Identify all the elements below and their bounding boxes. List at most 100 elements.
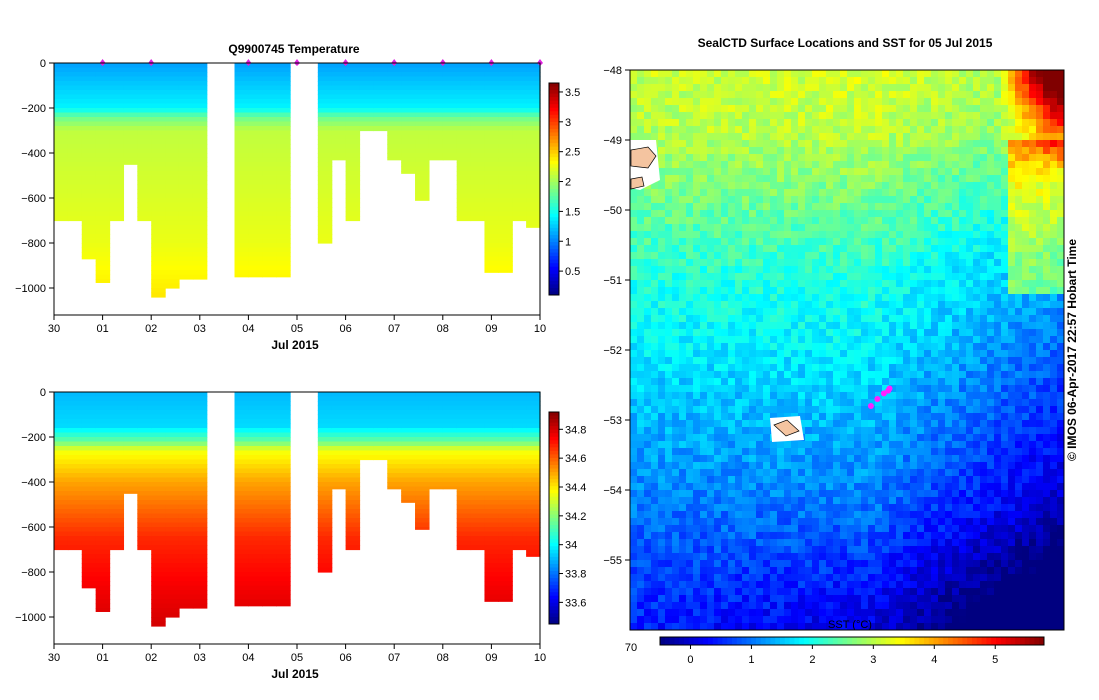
section-cell bbox=[165, 536, 180, 542]
section-cell bbox=[512, 193, 527, 199]
sst-cell bbox=[1022, 315, 1030, 323]
sst-cell bbox=[882, 252, 890, 260]
sst-cell bbox=[945, 147, 953, 155]
sst-cell bbox=[833, 161, 841, 169]
section-cell bbox=[178, 419, 194, 425]
sst-cell bbox=[693, 336, 701, 344]
sst-cell bbox=[980, 84, 988, 92]
section-cell bbox=[484, 144, 499, 150]
section-cell bbox=[165, 247, 180, 253]
section-cell bbox=[123, 76, 138, 82]
sst-cell bbox=[672, 259, 680, 267]
section-cell bbox=[498, 527, 513, 533]
section-cell bbox=[248, 464, 263, 470]
sst-cell bbox=[896, 98, 904, 106]
section-cell bbox=[165, 414, 180, 420]
sst-cell bbox=[1036, 175, 1044, 183]
sst-cell bbox=[966, 126, 974, 134]
sst-cell bbox=[875, 84, 883, 92]
sst-cell bbox=[805, 336, 813, 344]
sst-cell bbox=[1015, 224, 1023, 232]
section-cell bbox=[470, 531, 486, 537]
section-cell bbox=[165, 108, 180, 114]
section-cell bbox=[81, 121, 97, 127]
sst-cell bbox=[812, 231, 820, 239]
section-cell bbox=[67, 522, 83, 528]
sst-cell bbox=[819, 210, 827, 218]
sst-cell bbox=[868, 189, 876, 197]
section-cell bbox=[109, 396, 125, 402]
sst-cell bbox=[847, 147, 855, 155]
section-cell bbox=[192, 509, 208, 515]
sst-cell bbox=[798, 140, 806, 148]
section-cell bbox=[137, 130, 152, 136]
section-cell bbox=[428, 486, 444, 490]
section-cell bbox=[387, 72, 402, 78]
sst-cell bbox=[805, 154, 813, 162]
sst-cell bbox=[798, 168, 806, 176]
sst-cell bbox=[798, 294, 806, 302]
sst-cell bbox=[1029, 203, 1037, 211]
section-cell bbox=[67, 175, 83, 181]
sst-cell bbox=[728, 196, 736, 204]
sst-cell bbox=[693, 203, 701, 211]
section-cell bbox=[81, 220, 97, 226]
sst-cell bbox=[644, 259, 652, 267]
sst-cell bbox=[1001, 105, 1009, 113]
section-cell bbox=[234, 189, 249, 195]
section-cell bbox=[81, 437, 97, 443]
sst-cell bbox=[980, 210, 988, 218]
sst-cell bbox=[1001, 147, 1009, 155]
section-cell bbox=[137, 531, 152, 537]
sst-cell bbox=[896, 280, 904, 288]
section-cell bbox=[442, 130, 458, 136]
sst-cell bbox=[980, 343, 988, 351]
section-cell bbox=[192, 238, 208, 244]
sst-cell bbox=[798, 112, 806, 120]
section-cell bbox=[178, 171, 194, 177]
sst-cell bbox=[924, 196, 932, 204]
sst-cell bbox=[994, 133, 1002, 141]
sst-cell bbox=[749, 98, 757, 106]
section-cell bbox=[512, 536, 527, 542]
section-cell bbox=[373, 405, 388, 411]
sst-cell bbox=[903, 203, 911, 211]
sst-cell bbox=[1015, 273, 1023, 281]
sst-cell bbox=[1036, 77, 1044, 85]
section-cell bbox=[54, 414, 69, 420]
sst-cell bbox=[833, 252, 841, 260]
sst-cell bbox=[987, 161, 995, 169]
sst-cell bbox=[1029, 210, 1037, 218]
section-cell bbox=[331, 117, 347, 123]
sst-cell bbox=[910, 98, 918, 106]
sst-cell bbox=[637, 280, 645, 288]
section-cell bbox=[484, 423, 499, 429]
sst-cell bbox=[805, 168, 813, 176]
section-cell bbox=[359, 63, 374, 69]
section-cell bbox=[192, 486, 208, 492]
sst-cell bbox=[637, 98, 645, 106]
section-cell bbox=[456, 180, 472, 186]
section-cell bbox=[317, 455, 333, 461]
section-cell bbox=[54, 216, 69, 222]
section-cell bbox=[192, 405, 208, 411]
sst-cell bbox=[665, 301, 673, 309]
y-tick-label: −200 bbox=[21, 432, 46, 444]
section-cell bbox=[248, 594, 263, 600]
section-cell bbox=[109, 477, 125, 483]
sst-cell bbox=[987, 245, 995, 253]
sst-cell bbox=[651, 217, 659, 225]
section-cell bbox=[123, 153, 138, 159]
sst-cell bbox=[973, 308, 981, 316]
section-cell bbox=[137, 455, 152, 461]
sst-cell bbox=[889, 182, 897, 190]
sst-cell bbox=[868, 161, 876, 169]
section-cell bbox=[109, 166, 125, 172]
section-cell bbox=[470, 509, 486, 515]
sst-cell bbox=[854, 196, 862, 204]
section-cell bbox=[456, 207, 472, 213]
section-cell bbox=[317, 211, 333, 217]
sst-cell bbox=[980, 105, 988, 113]
section-cell bbox=[234, 401, 249, 407]
sst-cell bbox=[868, 182, 876, 190]
